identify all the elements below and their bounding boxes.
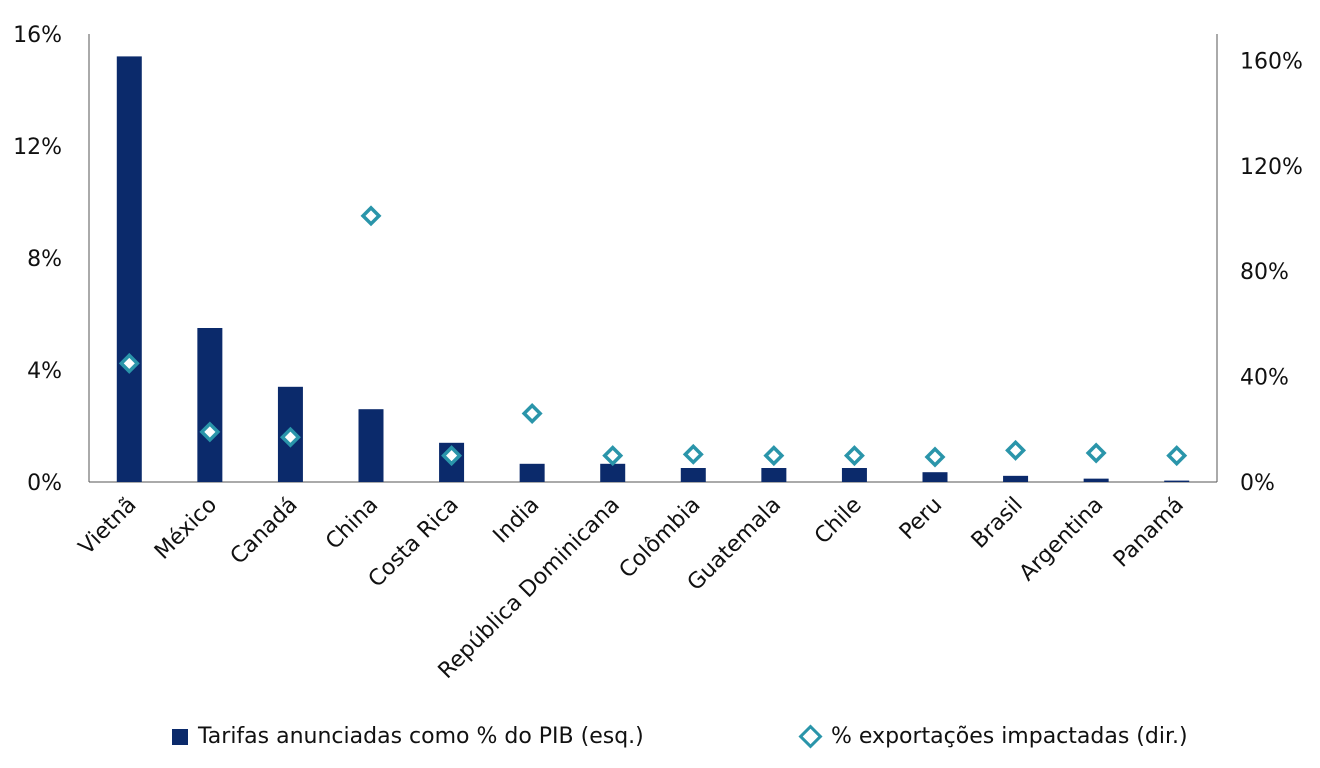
scatter-point [199,421,221,443]
right-axis-tick-label: 40% [1240,366,1289,391]
bar [1164,480,1190,482]
x-axis-category-label: México [150,493,222,565]
bar [922,472,948,482]
x-axis-category-label: India [489,493,545,549]
bar [761,468,787,482]
bar [519,463,545,482]
bar [600,463,626,482]
bar [1083,478,1109,482]
bar [197,328,223,482]
right-axis-tick-label: 0% [1240,471,1275,496]
scatter-point [924,446,946,468]
scatter-point [763,445,785,467]
bar [1003,475,1029,482]
left-axis-tick-label: 16% [13,23,62,48]
scatter-point [279,426,301,448]
x-axis-category-label: Peru [895,493,947,545]
x-axis-category-label: Chile [810,493,867,550]
diamond-marker-icon [798,724,823,749]
scatter-point [1005,439,1027,461]
bar-swatch-icon [172,728,188,745]
bar [358,409,384,482]
x-axis-category-label: Panamá [1109,493,1189,573]
bar [841,468,867,482]
left-axis-tick-label: 4% [27,359,62,384]
x-axis-category-label: China [321,493,383,555]
scatter-point [521,403,543,424]
legend-item-markers: % exportações impactadas (dir.) [798,724,1188,749]
left-axis-tick-label: 8% [27,247,62,272]
x-axis-category-label: Canadá [226,493,303,570]
legend-marker-label: % exportações impactadas (dir.) [831,724,1188,749]
scatter-point [118,352,140,374]
right-axis-tick-label: 160% [1240,49,1303,74]
scatter-point [843,445,865,467]
scatter-point [1085,442,1107,464]
scatter-point [360,205,382,227]
scatter-point [682,443,704,465]
scatter-point [1166,445,1188,467]
x-axis-category-label: Brasil [967,493,1028,554]
scatter-point [602,445,624,467]
right-axis-tick-label: 120% [1240,155,1303,180]
left-axis-tick-label: 12% [13,135,62,160]
bar [680,468,706,482]
legend-bar-label: Tarifas anunciadas como % do PIB (esq.) [198,724,644,749]
x-axis-category-label: Argentina [1015,493,1109,587]
left-axis-tick-label: 0% [27,471,62,496]
legend-item-bars: Tarifas anunciadas como % do PIB (esq.) [172,724,644,749]
bar [116,56,142,483]
x-axis-category-label: Vietnã [74,493,141,560]
scatter-point [441,445,463,467]
right-axis-tick-label: 80% [1240,260,1289,285]
